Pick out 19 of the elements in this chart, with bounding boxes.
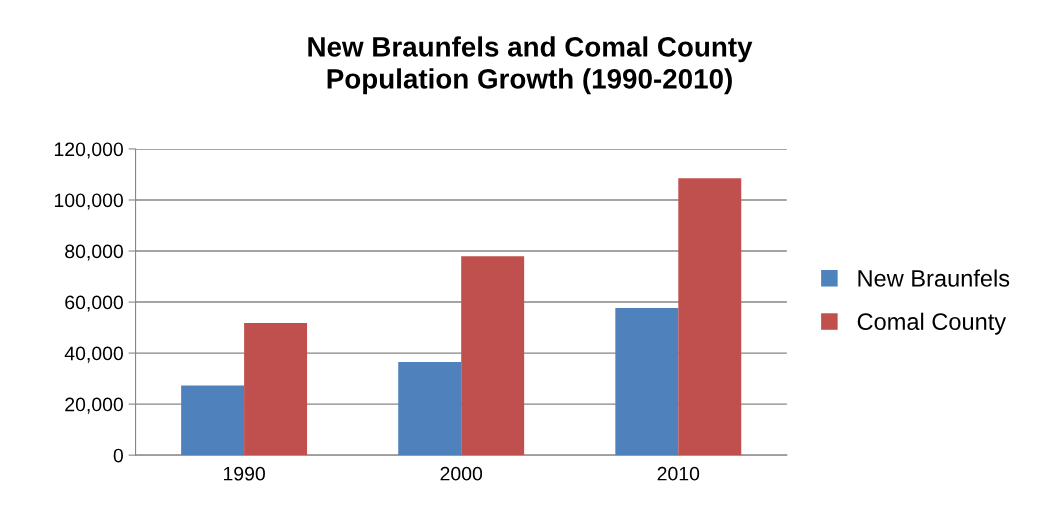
chart-title: New Braunfels and Comal County Population Growth (1990-2010) (308, 36, 753, 95)
bar (181, 385, 245, 456)
x-tick-label: 2010 (657, 466, 700, 481)
y-tick-label: 40,000 (64, 346, 123, 363)
x-tick-label: 1990 (223, 466, 265, 481)
y-tick-label: 60,000 (65, 295, 123, 312)
legend-label: Comal County (857, 312, 1007, 335)
bar (398, 362, 462, 456)
bar (615, 307, 679, 456)
x-tick-label: 2000 (440, 466, 483, 481)
y-tick-label: 120,000 (54, 142, 123, 159)
y-tick-label: 80,000 (65, 244, 123, 261)
y-tick-label: 20,000 (65, 397, 123, 414)
bar (678, 178, 742, 456)
y-tick-label: 0 (113, 448, 123, 463)
bar (244, 322, 308, 456)
bar (461, 256, 525, 456)
y-tick-label: 100,000 (54, 193, 123, 210)
legend-label: New Braunfels (858, 269, 1010, 287)
